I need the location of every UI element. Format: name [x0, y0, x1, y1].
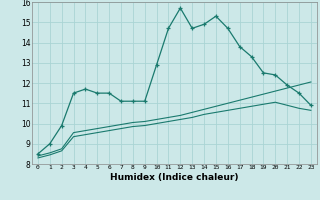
X-axis label: Humidex (Indice chaleur): Humidex (Indice chaleur) [110, 173, 239, 182]
